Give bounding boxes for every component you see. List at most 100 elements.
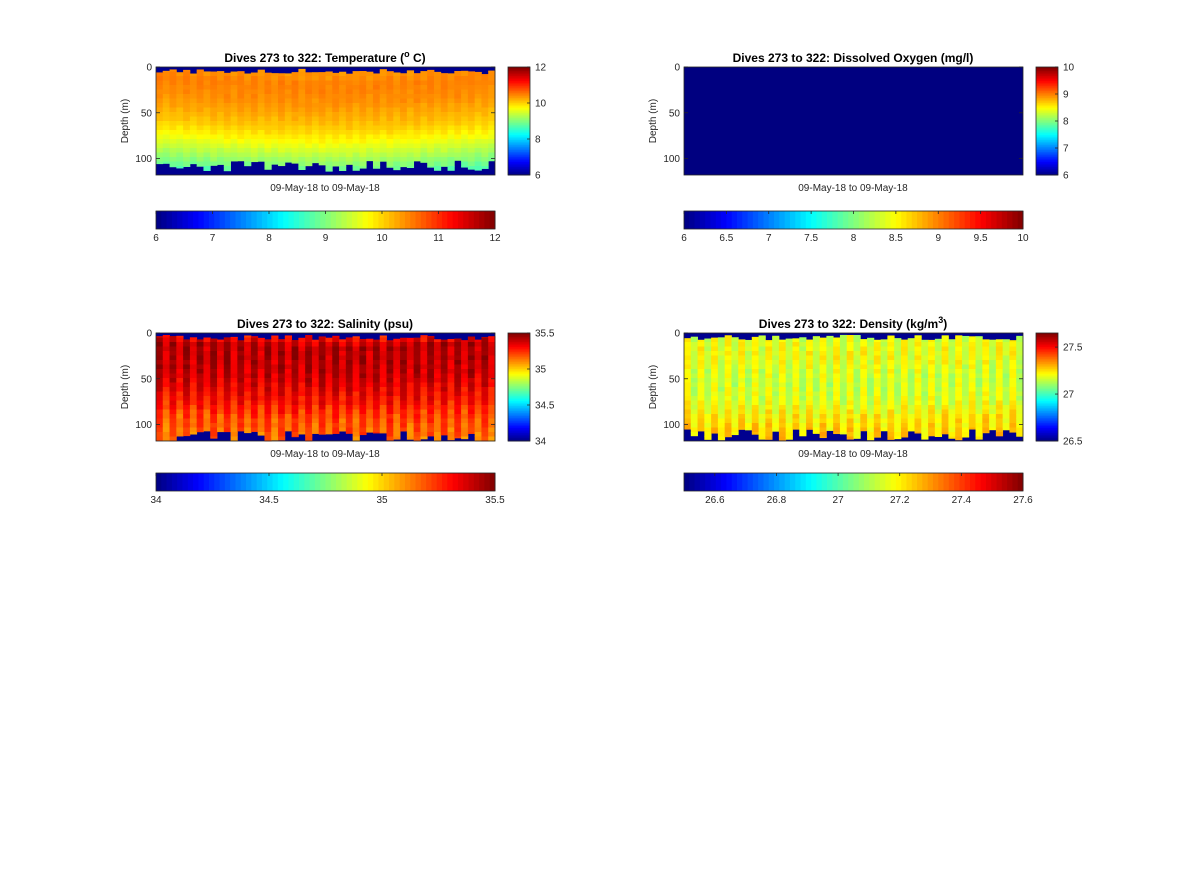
heatmap-cell bbox=[914, 391, 922, 397]
colorbar-segment bbox=[784, 473, 791, 491]
heatmap-cell bbox=[474, 409, 482, 415]
heatmap-cell bbox=[731, 346, 739, 352]
heatmap-cell bbox=[291, 378, 299, 383]
heatmap-cell bbox=[454, 373, 462, 379]
heatmap-cell bbox=[298, 432, 306, 435]
heatmap-cell bbox=[332, 391, 340, 397]
heatmap-cell bbox=[1016, 418, 1024, 424]
heatmap-cell bbox=[961, 346, 970, 352]
heatmap-cell bbox=[311, 116, 320, 122]
heatmap-cell bbox=[210, 157, 218, 162]
heatmap-cell bbox=[311, 80, 320, 86]
heatmap-cell bbox=[183, 134, 191, 140]
heatmap-cell bbox=[420, 373, 428, 379]
colorbar-tick-label: 26.6 bbox=[705, 495, 725, 506]
heatmap-cell bbox=[853, 373, 861, 379]
heatmap-cell bbox=[156, 423, 164, 428]
heatmap-cell bbox=[765, 423, 773, 428]
heatmap-cell bbox=[203, 161, 211, 167]
heatmap-cell bbox=[278, 351, 286, 356]
heatmap-cell bbox=[284, 107, 292, 113]
heatmap-cell bbox=[968, 414, 976, 419]
heatmap-cell bbox=[968, 337, 976, 343]
heatmap-cell bbox=[271, 342, 279, 347]
heatmap-cell bbox=[731, 414, 739, 419]
heatmap-cell bbox=[162, 130, 170, 135]
colorbar-segment bbox=[1036, 353, 1058, 356]
heatmap-cell bbox=[717, 409, 726, 415]
heatmap-cell bbox=[223, 121, 231, 126]
heatmap-cell bbox=[812, 364, 820, 370]
heatmap-cell bbox=[928, 423, 936, 428]
heatmap-cell bbox=[393, 369, 401, 374]
heatmap-cell bbox=[203, 387, 211, 392]
heatmap-cell bbox=[467, 80, 476, 86]
heatmap-cell bbox=[230, 432, 238, 437]
heatmap-cell bbox=[318, 139, 326, 144]
heatmap-cell bbox=[758, 405, 766, 410]
heatmap-cell bbox=[332, 400, 340, 406]
heatmap-cell bbox=[393, 346, 401, 352]
heatmap-cell bbox=[481, 337, 489, 343]
heatmap-cell bbox=[352, 134, 360, 140]
heatmap-cell bbox=[156, 80, 164, 86]
heatmap-cell bbox=[914, 423, 922, 428]
heatmap-cell bbox=[887, 346, 895, 352]
heatmap-cell bbox=[230, 107, 238, 113]
heatmap-cell bbox=[447, 387, 455, 392]
heatmap-cell bbox=[230, 405, 238, 410]
heatmap-cell bbox=[948, 342, 956, 347]
colorbar-segment bbox=[367, 211, 374, 229]
heatmap-cell bbox=[826, 387, 834, 392]
heatmap-cell bbox=[379, 382, 387, 388]
heatmap-cell bbox=[298, 157, 306, 162]
heatmap-cell bbox=[488, 134, 496, 140]
heatmap-cell bbox=[474, 121, 482, 126]
heatmap-cell bbox=[291, 351, 299, 356]
heatmap-cell bbox=[454, 134, 462, 140]
heatmap-cell bbox=[914, 369, 922, 374]
colorbar-segment bbox=[742, 473, 749, 491]
heatmap-cell bbox=[386, 130, 394, 135]
heatmap-cell bbox=[278, 355, 286, 361]
heatmap-cell bbox=[196, 121, 204, 126]
heatmap-cell bbox=[481, 387, 489, 392]
heatmap-cell bbox=[704, 360, 712, 365]
heatmap-cell bbox=[393, 125, 401, 131]
heatmap-cell bbox=[961, 378, 970, 383]
heatmap-cell bbox=[420, 360, 428, 365]
heatmap-cell bbox=[867, 432, 875, 437]
heatmap-cell bbox=[454, 387, 462, 392]
colorbar-segment bbox=[193, 211, 199, 229]
heatmap-cell bbox=[907, 360, 915, 365]
heatmap-cell bbox=[372, 400, 381, 406]
heatmap-cell bbox=[941, 355, 949, 361]
heatmap-cell bbox=[785, 378, 793, 383]
heatmap-cell bbox=[244, 418, 252, 424]
heatmap-cell bbox=[169, 116, 177, 122]
heatmap-cell bbox=[237, 364, 245, 370]
colorbar-segment bbox=[508, 437, 530, 440]
heatmap-cell bbox=[196, 76, 204, 81]
heatmap-cell bbox=[928, 360, 936, 365]
heatmap-cell bbox=[447, 432, 455, 437]
heatmap-cell bbox=[379, 143, 387, 149]
heatmap-cell bbox=[1009, 346, 1017, 352]
heatmap-cell bbox=[230, 423, 238, 428]
heatmap-cell bbox=[467, 355, 476, 361]
heatmap-cell bbox=[846, 346, 854, 352]
heatmap-cell bbox=[325, 346, 333, 352]
colorbar-segment bbox=[906, 211, 913, 229]
colorbar-segment bbox=[508, 412, 530, 415]
heatmap-cell bbox=[393, 161, 401, 167]
heatmap-cell bbox=[372, 405, 381, 410]
heatmap-cell bbox=[867, 346, 875, 352]
heatmap-cell bbox=[758, 436, 766, 440]
heatmap-cell bbox=[955, 360, 963, 365]
heatmap-cell bbox=[433, 387, 442, 392]
heatmap-cell bbox=[751, 391, 759, 397]
heatmap-cell bbox=[481, 152, 489, 158]
colorbar-segment bbox=[508, 427, 530, 430]
heatmap-cell bbox=[271, 351, 279, 356]
heatmap-cell bbox=[481, 157, 489, 162]
